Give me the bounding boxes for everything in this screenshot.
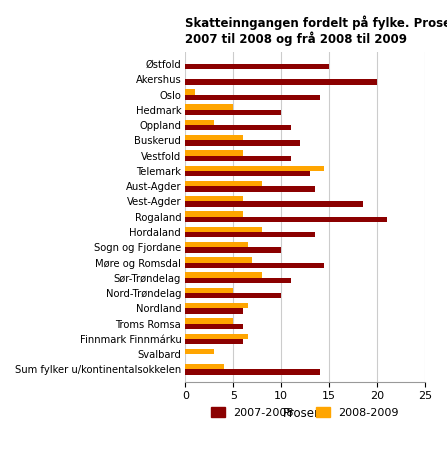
Bar <box>186 64 329 70</box>
Text: Skatteinngangen fordelt på fylke. Prosentvis endring januar-juli frå
2007 til 20: Skatteinngangen fordelt på fylke. Prosen… <box>186 15 447 47</box>
Bar <box>186 79 377 85</box>
Bar <box>186 120 214 125</box>
Bar <box>186 94 320 100</box>
Bar <box>186 324 243 329</box>
Bar <box>186 308 243 313</box>
Bar <box>186 135 243 141</box>
Bar <box>186 227 262 232</box>
Bar <box>186 369 320 375</box>
Bar <box>186 217 387 222</box>
Bar <box>186 242 248 247</box>
Bar <box>186 171 310 176</box>
Bar <box>186 247 281 252</box>
Bar <box>186 104 233 110</box>
Bar <box>186 202 363 207</box>
Bar <box>186 257 253 263</box>
Bar <box>186 318 233 324</box>
Bar <box>186 89 195 94</box>
Bar <box>186 141 300 146</box>
Bar <box>186 165 325 171</box>
Bar <box>186 150 243 156</box>
Bar <box>186 110 281 115</box>
Bar <box>186 334 248 339</box>
Bar <box>186 273 262 278</box>
Bar <box>186 125 291 131</box>
X-axis label: Prosent: Prosent <box>283 407 327 420</box>
Legend: 2007-2008, 2008-2009: 2007-2008, 2008-2009 <box>207 403 404 423</box>
Bar <box>186 156 291 161</box>
Bar <box>186 303 248 308</box>
Bar <box>186 293 281 298</box>
Bar <box>186 263 325 268</box>
Bar <box>186 181 262 186</box>
Bar <box>186 278 291 283</box>
Bar <box>186 288 233 293</box>
Bar <box>186 196 243 202</box>
Bar <box>186 186 315 192</box>
Bar <box>186 232 315 237</box>
Bar <box>186 212 243 217</box>
Bar <box>186 364 224 369</box>
Bar <box>186 339 243 344</box>
Bar <box>186 349 214 354</box>
